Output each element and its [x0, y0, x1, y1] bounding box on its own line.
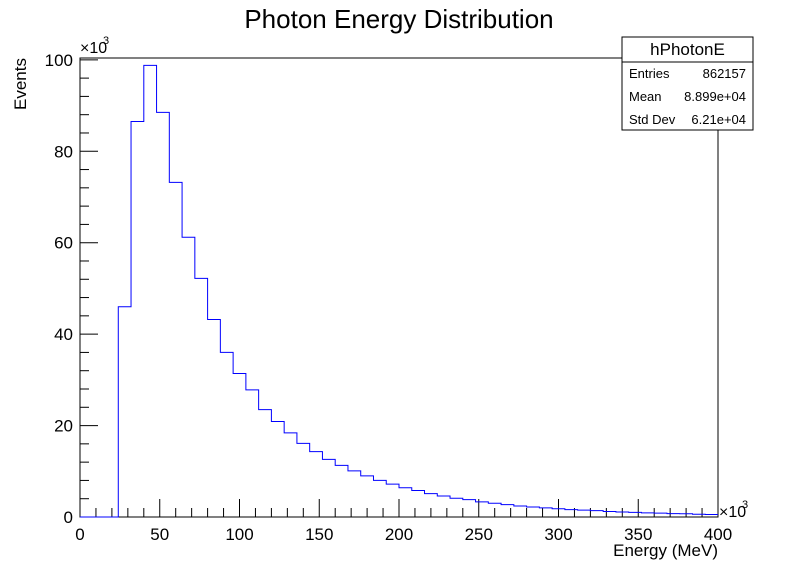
chart-title: Photon Energy Distribution — [244, 4, 553, 34]
y-tick-label: 0 — [64, 508, 73, 527]
x-multiplier-exponent: 3 — [742, 499, 748, 511]
histogram-line — [80, 64, 718, 518]
x-axis-ticks: 0 50 100 150 200 250 300 350 400 — [75, 499, 732, 544]
x-multiplier-base: ×10 — [719, 504, 746, 521]
stats-stddev-value: 6.21e+04 — [691, 112, 746, 127]
stats-stddev-label: Std Dev — [629, 112, 676, 127]
y-axis-label: Events — [11, 58, 30, 110]
y-multiplier-base: ×10 — [80, 40, 107, 57]
y-tick-label: 60 — [54, 234, 73, 253]
y-multiplier-exponent: 3 — [103, 35, 109, 47]
x-axis-multiplier: ×10 3 — [719, 499, 748, 521]
stats-mean-label: Mean — [629, 89, 662, 104]
y-tick-label: 40 — [54, 325, 73, 344]
stats-box-name: hPhotonE — [650, 40, 725, 59]
y-axis-multiplier: ×10 3 — [80, 35, 109, 57]
x-tick-label: 100 — [225, 525, 253, 544]
stats-box-frame — [621, 36, 754, 131]
x-tick-label: 350 — [624, 525, 652, 544]
stats-entries-label: Entries — [629, 66, 670, 81]
y-tick-label: 80 — [54, 142, 73, 161]
x-tick-label: 300 — [544, 525, 572, 544]
y-tick-label: 20 — [54, 417, 73, 436]
stats-box: hPhotonE Entries 862157 Mean 8.899e+04 S… — [621, 36, 754, 131]
x-tick-label: 400 — [704, 525, 732, 544]
y-axis-ticks: 0 20 40 60 80 100 — [45, 51, 98, 527]
x-tick-label: 250 — [465, 525, 493, 544]
x-tick-label: 0 — [75, 525, 84, 544]
y-tick-label: 100 — [45, 51, 73, 70]
x-axis-label: Energy (MeV) — [613, 541, 718, 560]
stats-entries-value: 862157 — [703, 66, 746, 81]
x-tick-label: 150 — [305, 525, 333, 544]
x-tick-label: 50 — [150, 525, 169, 544]
x-tick-label: 200 — [385, 525, 413, 544]
stats-mean-value: 8.899e+04 — [684, 89, 746, 104]
